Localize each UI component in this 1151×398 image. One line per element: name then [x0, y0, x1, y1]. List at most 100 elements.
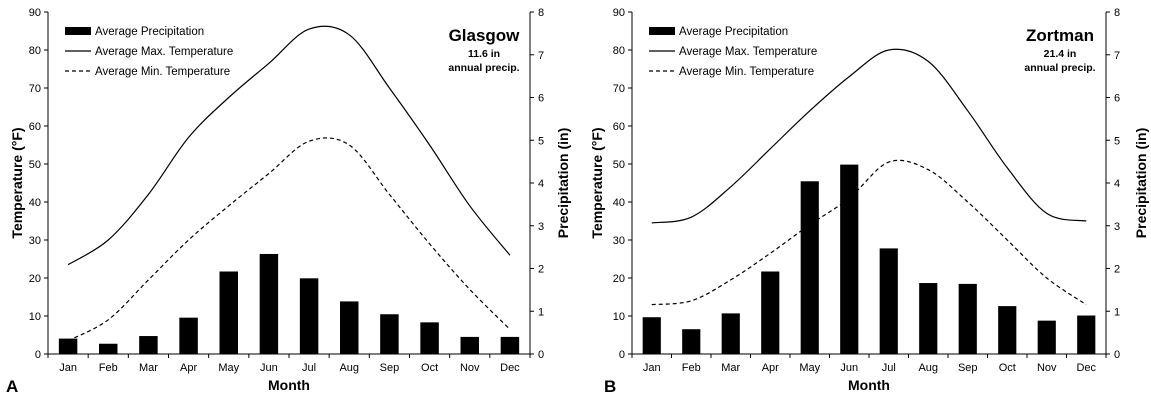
x-tick-label: Jun [840, 362, 858, 374]
y-right-tick-label: 2 [1114, 264, 1120, 276]
x-tick-label: Nov [1037, 362, 1057, 374]
x-axis-title: Month [848, 377, 890, 393]
x-tick-label: Aug [339, 362, 359, 374]
y-left-tick-label: 70 [613, 83, 625, 95]
x-tick-label: Dec [500, 362, 520, 374]
x-tick-label: Jul [302, 362, 316, 374]
y-right-tick-label: 5 [1114, 135, 1120, 147]
y-right-tick-label: 7 [1114, 50, 1120, 62]
y-right-axis-title: Precipitation (in) [1133, 128, 1149, 238]
precipitation-bar [179, 317, 198, 354]
y-left-tick-label: 0 [619, 349, 625, 361]
x-tick-label: Feb [99, 362, 118, 374]
y-right-tick-label: 4 [538, 178, 544, 190]
x-tick-label: Oct [421, 362, 438, 374]
legend-min-label: Average Min. Temperature [95, 66, 230, 78]
x-tick-label: Aug [918, 362, 938, 374]
precipitation-bar [958, 283, 977, 354]
y-right-tick-label: 0 [538, 349, 544, 361]
precipitation-bar [500, 336, 520, 354]
max-temp-line [67, 25, 511, 266]
annual-precip-value: 11.6 in [468, 48, 500, 60]
y-left-tick-label: 10 [613, 311, 625, 323]
y-left-axis-title: Temperature (°F) [589, 127, 605, 238]
precipitation-bar [299, 278, 319, 354]
x-tick-label: Nov [460, 362, 480, 374]
x-tick-label: Mar [139, 362, 158, 374]
x-tick-label: Dec [1076, 362, 1096, 374]
x-tick-label: Sep [958, 362, 978, 374]
panel-zortman: 0 10 20 30 40 50 60 70 80 90 0 1 2 3 4 5 6 7 8 Jan Feb Mar Apr… [589, 7, 1149, 396]
precipitation-bar [219, 271, 238, 354]
station-name: Glasgow [449, 26, 521, 45]
y-right-tick-label: 1 [538, 306, 544, 318]
precipitation-bar [919, 283, 938, 354]
panel-label: A [6, 377, 18, 396]
x-tick-label: Feb [682, 362, 701, 374]
legend-max-label: Average Max. Temperature [679, 46, 817, 58]
panel-label: B [604, 377, 616, 396]
annual-precip-value: 21.4 in [1044, 48, 1077, 60]
y-right-tick-label: 1 [1114, 306, 1120, 318]
x-tick-label: Oct [999, 362, 1016, 374]
y-right-tick-label: 3 [1114, 221, 1120, 233]
precipitation-bar [1077, 315, 1096, 354]
x-tick-label: Jan [643, 362, 661, 374]
x-tick-label: Apr [180, 362, 197, 374]
y-left-tick-label: 70 [29, 83, 41, 95]
precipitation-bar [460, 336, 479, 354]
precipitation-bar [761, 271, 780, 354]
x-tick-label: Sep [380, 362, 400, 374]
y-left-tick-label: 60 [613, 121, 625, 133]
x-tick-label: Apr [762, 362, 779, 374]
y-left-tick-label: 20 [29, 273, 41, 285]
x-tick-label: Jun [260, 362, 278, 374]
y-left-tick-label: 60 [29, 121, 41, 133]
x-tick-label: Mar [721, 362, 740, 374]
y-right-tick-label: 8 [538, 7, 544, 19]
y-left-tick-label: 0 [35, 349, 41, 361]
precipitation-bar [721, 313, 740, 354]
annual-precip-label: annual precip. [1024, 62, 1095, 74]
y-right-tick-label: 6 [538, 93, 544, 105]
precipitation-bar [420, 322, 439, 354]
y-right-tick-label: 2 [538, 264, 544, 276]
precipitation-bar [139, 336, 158, 354]
y-left-tick-label: 90 [29, 7, 41, 19]
y-left-tick-label: 40 [613, 197, 625, 209]
panel-glasgow: 0 10 20 30 40 50 60 70 80 90 0 1 2 3 4 5 6 7 8 Jan Feb Mar Apr… [6, 7, 571, 396]
station-name: Zortman [1026, 26, 1094, 45]
y-left-tick-label: 30 [613, 235, 625, 247]
y-right-tick-label: 5 [538, 135, 544, 147]
y-left-tick-label: 80 [613, 45, 625, 57]
precipitation-bar [800, 181, 819, 354]
legend-precip-label: Average Precipitation [95, 26, 204, 38]
min-temp-line [67, 137, 511, 342]
precipitation-bar [998, 306, 1017, 354]
precipitation-bar [340, 301, 359, 354]
y-left-tick-label: 40 [29, 197, 41, 209]
x-tick-label: May [799, 362, 820, 374]
y-left-axis-title: Temperature (°F) [9, 127, 25, 238]
precipitation-bar [1037, 320, 1056, 354]
y-left-tick-label: 90 [613, 7, 625, 19]
y-right-tick-label: 6 [1114, 93, 1120, 105]
max-temp-line [651, 48, 1087, 224]
x-tick-label: May [218, 362, 239, 374]
annual-precip-label: annual precip. [448, 62, 519, 74]
legend-precip-swatch [649, 27, 675, 35]
precipitation-bar [259, 253, 279, 354]
precipitation-bar [642, 317, 661, 354]
y-right-tick-label: 0 [1114, 349, 1120, 361]
y-right-tick-label: 4 [1114, 178, 1120, 190]
legend-precip-label: Average Precipitation [679, 26, 788, 38]
y-left-tick-label: 30 [29, 235, 41, 247]
precipitation-bar [99, 343, 118, 354]
min-temp-line [651, 159, 1087, 306]
y-left-tick-label: 50 [29, 159, 41, 171]
x-tick-label: Jan [59, 362, 77, 374]
precipitation-bar [879, 248, 898, 354]
precipitation-bar [682, 329, 701, 354]
y-right-tick-label: 3 [538, 221, 544, 233]
